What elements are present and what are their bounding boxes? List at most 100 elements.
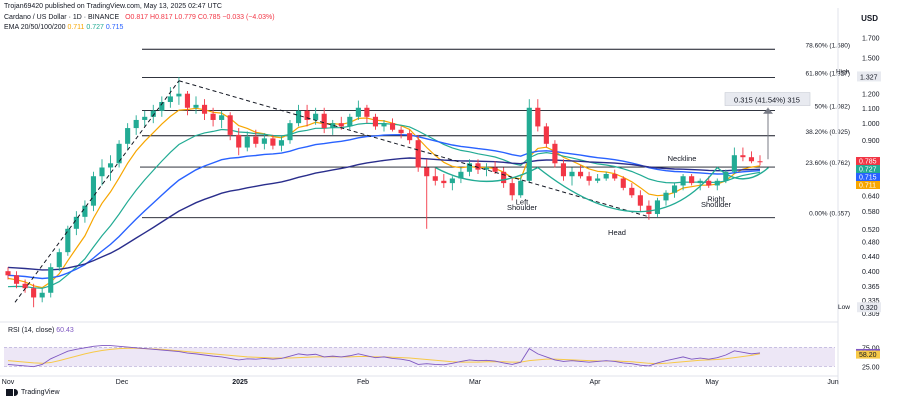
candle-body [671, 185, 678, 193]
rsi-ma-tag [856, 350, 880, 359]
fib-label: 78.60% (1.580) [806, 42, 850, 49]
candle-body [142, 116, 148, 120]
x-tick-label: Dec [116, 379, 129, 386]
pattern-label: Shoulder [507, 203, 538, 212]
y-tick-label: 1.700 [862, 35, 880, 42]
pattern-label: Neckline [668, 154, 697, 163]
rsi-label: RSI (14, close) [8, 327, 55, 334]
footer-brand[interactable]: TradingView [6, 389, 60, 396]
target-arrow-head [763, 107, 773, 114]
rsi-pane: 75.00 25.00 60.43 58.20 [0, 321, 880, 371]
candle-body [612, 174, 618, 179]
candle-body [304, 110, 310, 120]
pattern-label: Shoulder [701, 200, 732, 209]
time-axis[interactable]: Nov Dec 2025 Feb Mar Apr May Jun [0, 375, 839, 386]
ema100-value: 0.715 [105, 24, 124, 31]
y-tick-label: 1.100 [862, 106, 880, 113]
candle-body [706, 180, 712, 186]
y-tick-label: 0.900 [862, 138, 880, 145]
price-axis[interactable]: 1.700 1.500 1.327 1.200 1.100 1.000 0.900 0.640… [836, 8, 881, 385]
candle-body [219, 115, 225, 120]
rsi-legend[interactable]: RSI (14, close) 60.43 [8, 327, 74, 334]
candle-body [389, 123, 396, 130]
descending-trendline [178, 80, 650, 218]
candle-body [432, 176, 438, 181]
ema-legend[interactable]: EMA 20/50/100/200 0.711 0.727 0.715 [4, 24, 123, 31]
ema20-value: 0.711 [67, 24, 85, 31]
candle-body [295, 110, 302, 124]
candle-body [13, 275, 20, 284]
y-tick-label: 1.000 [862, 121, 880, 128]
candle-body [731, 155, 737, 172]
candle-body [321, 113, 327, 129]
candle-body [509, 183, 515, 196]
y-tick-label: 0.335 [862, 298, 880, 305]
price-tag [856, 157, 880, 165]
candle-body [372, 116, 379, 127]
drawn-lines [14, 80, 773, 303]
candle-body [757, 161, 763, 163]
candle-body [586, 176, 592, 181]
rsi-level-label: 75.00 [862, 345, 880, 352]
candle-body [364, 107, 370, 117]
y-tick-label: 0.309 [862, 311, 880, 318]
candle-body [449, 178, 455, 184]
candle-body [210, 113, 216, 120]
high-tag [857, 71, 881, 82]
candle-body [90, 176, 97, 206]
candle-body [82, 205, 88, 217]
candle-body [646, 205, 652, 214]
currency-label[interactable]: USD [861, 14, 878, 23]
candle-body [697, 180, 703, 184]
head-shoulders-curve [434, 166, 770, 213]
annotations: NecklineLeftShoulderHeadRightShoulder0.3… [507, 92, 811, 237]
candle-body [680, 176, 686, 186]
impulse-trendline [14, 80, 180, 303]
ema50-value: 0.727 [86, 24, 104, 31]
symbol-line[interactable]: Cardano / US Dollar · 1D · BINANCE O0.81… [4, 14, 275, 21]
y-tick-label: 0.640 [862, 193, 880, 200]
high-label: High [836, 68, 850, 75]
ema-100-line [7, 133, 761, 280]
candle-body [227, 115, 233, 135]
candle-body [663, 192, 669, 201]
rsi-value: 60.43 [56, 327, 74, 334]
candle-body [150, 110, 156, 117]
candle-body [458, 171, 464, 179]
candle-body [261, 138, 267, 144]
candle-body [22, 283, 28, 289]
candle-body [287, 123, 293, 141]
candle-body [201, 104, 208, 114]
candle-body [338, 123, 344, 127]
candle-body [176, 93, 182, 97]
candle-body [552, 143, 558, 164]
candle-body [577, 171, 584, 177]
rsi-level-label: 25.00 [862, 364, 880, 371]
candle-body [278, 140, 285, 146]
y-tick-label: 0.440 [862, 254, 880, 261]
candle-body [347, 116, 353, 127]
candle-body [637, 195, 643, 206]
candle-body [133, 119, 139, 129]
low-label: Low [838, 304, 850, 311]
x-tick-label: Apr [590, 379, 602, 386]
symbol-name[interactable]: Cardano / US Dollar · 1D · BINANCE [4, 14, 120, 21]
candle-body [629, 187, 635, 196]
candle-body [569, 171, 575, 177]
candle-body [381, 123, 387, 127]
candle-body [65, 228, 71, 253]
candle-body [107, 163, 114, 168]
price-tag [856, 173, 880, 181]
high-value: 1.327 [860, 74, 878, 81]
candle-body [441, 180, 447, 184]
x-tick-label: 2025 [232, 379, 248, 386]
candle-body [543, 126, 549, 144]
candle-body [99, 167, 105, 177]
candle-body [73, 216, 79, 229]
candle-body [407, 133, 413, 141]
y-tick-label: 0.400 [862, 269, 880, 276]
candle-body [244, 136, 250, 148]
